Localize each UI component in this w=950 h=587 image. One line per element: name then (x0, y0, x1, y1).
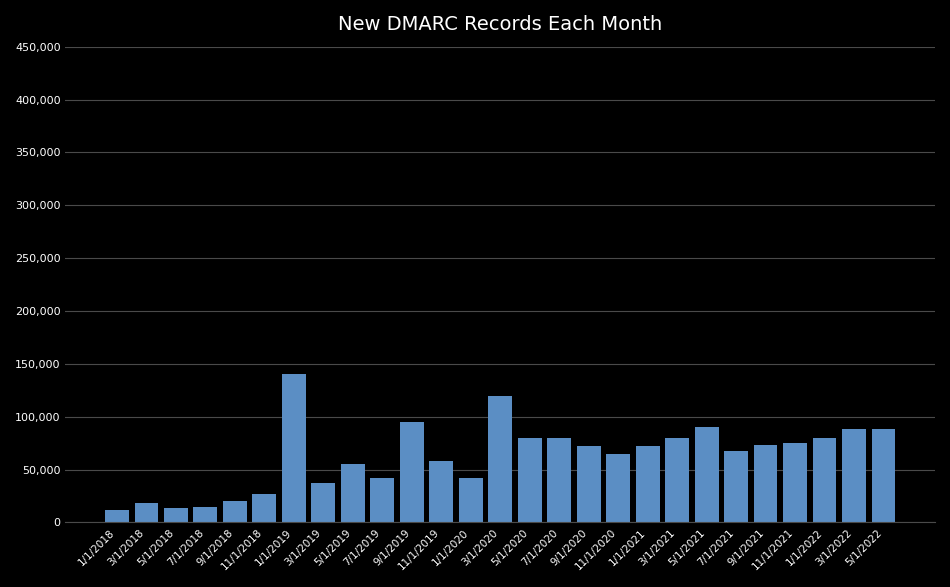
Bar (665, 438, 689, 522)
Bar (488, 396, 512, 522)
Bar (312, 483, 335, 522)
Bar (694, 427, 718, 522)
Bar (518, 438, 541, 522)
Bar (105, 510, 128, 522)
Bar (725, 451, 748, 522)
Bar (754, 445, 777, 522)
Bar (135, 504, 158, 522)
Bar (429, 461, 453, 522)
Bar (843, 429, 866, 522)
Bar (872, 429, 896, 522)
Bar (636, 446, 659, 522)
Bar (370, 478, 394, 522)
Bar (194, 507, 218, 522)
Bar (341, 464, 365, 522)
Bar (282, 375, 306, 522)
Bar (459, 478, 483, 522)
Bar (223, 501, 247, 522)
Title: New DMARC Records Each Month: New DMARC Records Each Month (338, 15, 662, 34)
Bar (400, 422, 424, 522)
Bar (577, 446, 600, 522)
Bar (253, 494, 276, 522)
Bar (784, 443, 807, 522)
Bar (164, 508, 187, 522)
Bar (547, 438, 571, 522)
Bar (813, 438, 837, 522)
Bar (606, 454, 630, 522)
